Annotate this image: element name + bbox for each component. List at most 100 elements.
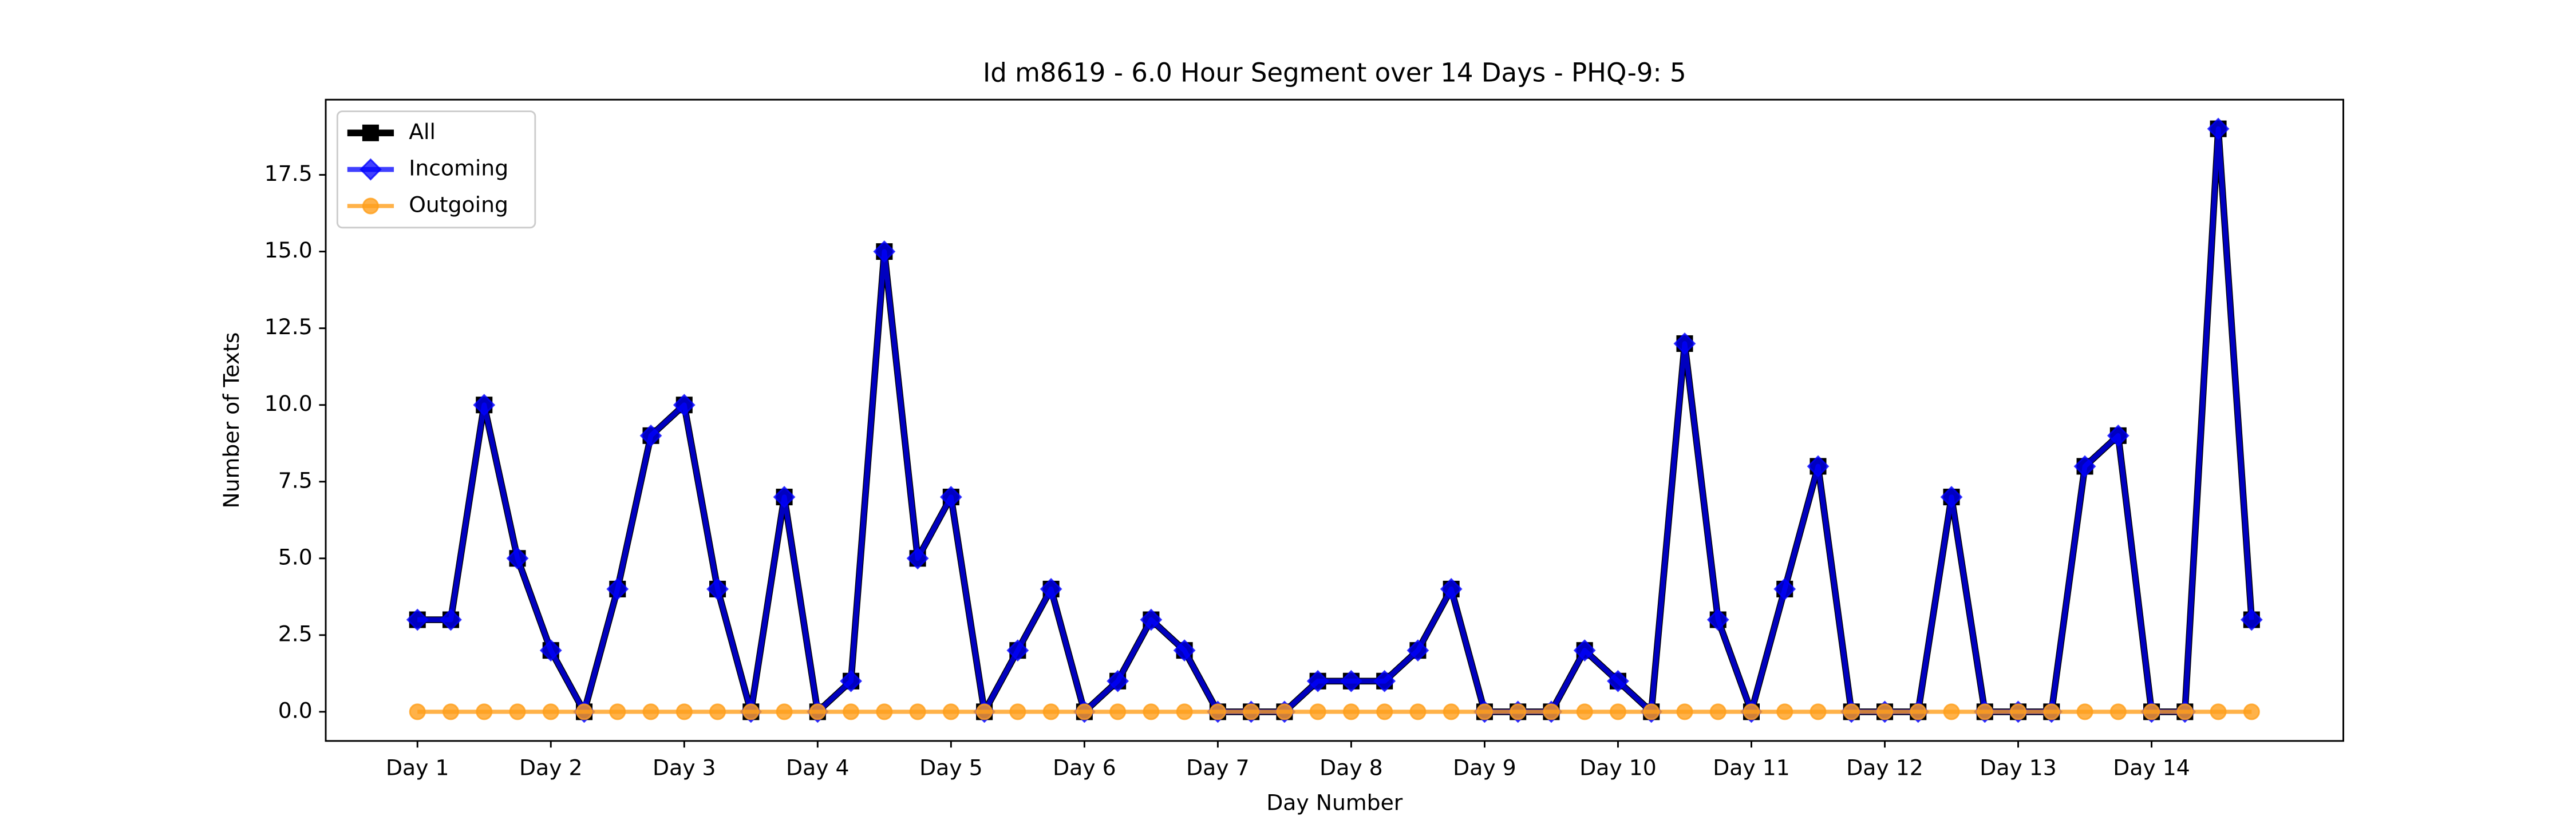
series-outgoing	[409, 703, 2260, 720]
data-point	[1376, 703, 1393, 720]
x-tick-label: Day 4	[786, 755, 850, 781]
x-tick-label: Day 11	[1713, 755, 1790, 781]
data-point	[840, 670, 863, 692]
x-tick-label: Day 5	[919, 755, 983, 781]
y-tick-label: 5.0	[278, 544, 313, 569]
legend-box	[336, 110, 536, 229]
data-point	[673, 394, 696, 417]
data-point	[1843, 703, 1860, 720]
y-tick-label: 12.5	[264, 314, 313, 339]
data-point	[409, 703, 426, 720]
data-point	[1976, 703, 1993, 720]
legend-label: Incoming	[409, 156, 508, 181]
data-point	[1940, 486, 1963, 509]
x-axis-label: Day Number	[1266, 790, 1403, 815]
data-point	[809, 703, 826, 720]
data-point	[476, 703, 493, 720]
plot-frame	[325, 98, 2344, 742]
data-point	[873, 240, 896, 263]
data-point	[1373, 670, 1396, 692]
data-point	[1006, 639, 1029, 662]
data-point	[442, 703, 460, 720]
data-point	[473, 394, 496, 417]
data-point	[1606, 670, 1629, 692]
data-point	[1706, 608, 1729, 631]
data-point	[2143, 703, 2160, 720]
data-point	[2076, 703, 2093, 720]
data-point	[1340, 670, 1362, 692]
data-point	[1643, 703, 1660, 720]
data-point	[909, 703, 926, 720]
data-point	[2240, 608, 2263, 631]
data-point	[542, 703, 559, 720]
data-point	[2243, 703, 2260, 720]
x-tick-label: Day 13	[1980, 755, 2057, 781]
data-point	[1510, 703, 1527, 720]
data-point	[2176, 703, 2194, 720]
y-axis-label: Number of Texts	[219, 332, 244, 509]
data-point	[1209, 703, 1226, 720]
data-point	[2210, 703, 2227, 720]
data-point	[942, 703, 959, 720]
data-point	[1173, 639, 1196, 662]
data-point	[1673, 332, 1696, 355]
x-tick-label: Day 1	[386, 755, 449, 781]
data-point	[1943, 703, 1960, 720]
data-point	[1609, 703, 1626, 720]
data-point	[1109, 703, 1127, 720]
data-point	[1773, 577, 1796, 600]
series-line	[417, 126, 2254, 715]
series-incoming	[406, 117, 2263, 723]
data-point	[2109, 703, 2127, 720]
data-point	[906, 547, 929, 570]
data-point	[1176, 703, 1193, 720]
data-point	[1076, 703, 1093, 720]
data-point	[2010, 703, 2027, 720]
x-tick-label: Day 9	[1453, 755, 1516, 781]
y-tick-label: 0.0	[278, 698, 313, 723]
series-line	[417, 125, 2255, 715]
data-point	[742, 703, 760, 720]
x-tick-label: Day 3	[653, 755, 716, 781]
data-point	[642, 703, 659, 720]
legend-marker	[362, 197, 379, 215]
legend-label: Outgoing	[409, 192, 508, 217]
data-point	[876, 703, 893, 720]
legend-marker	[359, 158, 382, 181]
data-point	[2073, 455, 2096, 478]
data-point	[675, 703, 693, 720]
data-point	[1040, 577, 1062, 600]
data-point	[1309, 703, 1326, 720]
legend-marker	[362, 124, 379, 141]
y-tick-label: 15.0	[264, 237, 313, 263]
data-point	[1809, 703, 1827, 720]
data-point	[1406, 639, 1429, 662]
data-point	[606, 577, 629, 600]
legend-label: All	[409, 119, 436, 144]
data-point	[1910, 703, 1927, 720]
x-tick-label: Day 14	[2113, 755, 2190, 781]
data-point	[1009, 703, 1026, 720]
data-point	[2107, 424, 2129, 447]
data-point	[1876, 703, 1894, 720]
data-point	[406, 608, 429, 631]
data-point	[506, 547, 529, 570]
data-point	[1573, 639, 1596, 662]
data-point	[539, 639, 562, 662]
data-point	[1676, 703, 1693, 720]
data-point	[1143, 703, 1160, 720]
data-point	[776, 703, 793, 720]
x-tick-label: Day 7	[1186, 755, 1250, 781]
x-tick-label: Day 12	[1846, 755, 1923, 781]
x-tick-label: Day 6	[1053, 755, 1116, 781]
data-point	[1443, 703, 1460, 720]
data-point	[1243, 703, 1260, 720]
data-point	[706, 577, 729, 600]
data-point	[609, 703, 626, 720]
y-tick-label: 7.5	[278, 468, 313, 493]
data-point	[1342, 703, 1360, 720]
data-point	[576, 703, 593, 720]
data-point	[1140, 608, 1163, 631]
